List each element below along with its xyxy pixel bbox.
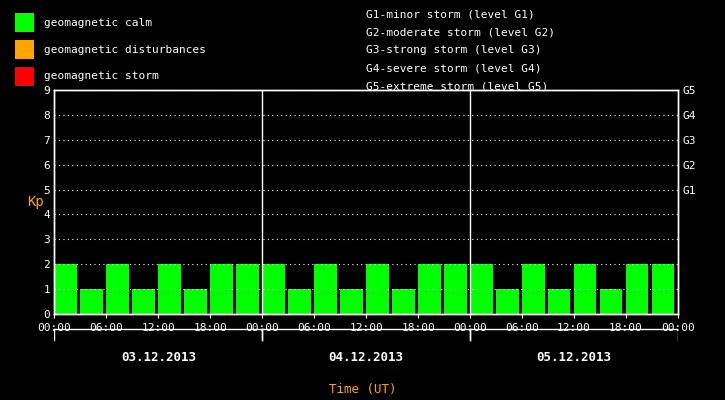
Text: G3-strong storm (level G3): G3-strong storm (level G3) <box>366 46 542 56</box>
Text: Time (UT): Time (UT) <box>328 383 397 396</box>
Bar <box>236 264 259 314</box>
Text: G4-severe storm (level G4): G4-severe storm (level G4) <box>366 64 542 74</box>
FancyBboxPatch shape <box>14 40 34 59</box>
Bar <box>418 264 441 314</box>
Bar <box>184 289 207 314</box>
FancyBboxPatch shape <box>14 67 34 86</box>
Bar <box>652 264 674 314</box>
Bar <box>522 264 544 314</box>
Bar <box>80 289 103 314</box>
Text: G2-moderate storm (level G2): G2-moderate storm (level G2) <box>366 27 555 37</box>
Bar <box>496 289 518 314</box>
Bar <box>366 264 389 314</box>
Bar <box>107 264 129 314</box>
Text: G1-minor storm (level G1): G1-minor storm (level G1) <box>366 9 535 19</box>
Text: geomagnetic calm: geomagnetic calm <box>44 18 152 28</box>
Text: 03.12.2013: 03.12.2013 <box>121 351 196 364</box>
Bar <box>210 264 233 314</box>
Bar <box>288 289 311 314</box>
Bar <box>392 289 415 314</box>
Y-axis label: Kp: Kp <box>27 195 44 209</box>
Bar <box>626 264 648 314</box>
Bar <box>600 289 623 314</box>
Bar <box>340 289 362 314</box>
Bar <box>158 264 181 314</box>
Text: geomagnetic storm: geomagnetic storm <box>44 71 158 81</box>
Text: 05.12.2013: 05.12.2013 <box>536 351 611 364</box>
FancyBboxPatch shape <box>14 14 34 32</box>
Bar <box>314 264 336 314</box>
Text: 04.12.2013: 04.12.2013 <box>328 351 404 364</box>
Text: G5-extreme storm (level G5): G5-extreme storm (level G5) <box>366 82 548 92</box>
Bar <box>444 264 467 314</box>
Text: geomagnetic disturbances: geomagnetic disturbances <box>44 44 205 54</box>
Bar <box>54 264 77 314</box>
Bar <box>132 289 155 314</box>
Bar <box>470 264 492 314</box>
Bar <box>262 264 285 314</box>
Bar <box>548 289 571 314</box>
Bar <box>574 264 597 314</box>
